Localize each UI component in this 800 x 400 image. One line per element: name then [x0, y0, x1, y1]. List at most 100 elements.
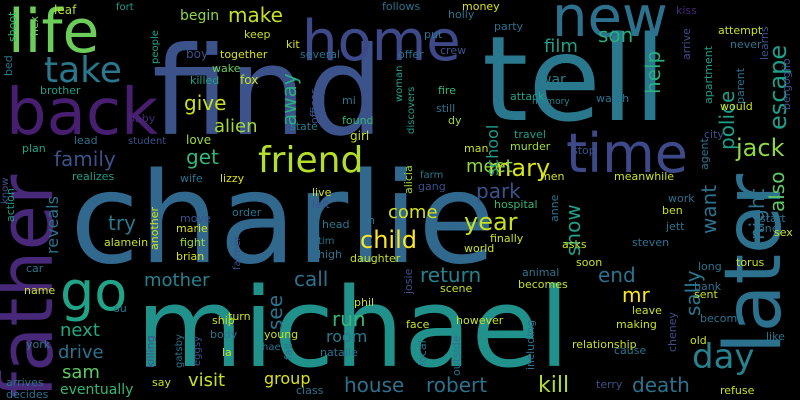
word-jett: jett	[665, 220, 685, 233]
word-family: family	[54, 147, 116, 171]
word-still: still	[436, 102, 455, 115]
word-meanwhile: meanwhile	[614, 170, 674, 183]
word-away: away	[277, 73, 301, 126]
word-love: love	[186, 133, 211, 147]
word-work: work	[668, 192, 695, 205]
word-fall: fall	[282, 343, 295, 360]
word-farm: farm	[420, 170, 443, 181]
word-man: man	[464, 142, 488, 155]
word-robert: robert	[426, 373, 487, 397]
word-drive: drive	[58, 342, 104, 363]
word-killing: killing	[144, 335, 157, 368]
word-learns: learns	[758, 26, 771, 60]
word-park: park	[476, 179, 521, 203]
word-animal: animal	[522, 266, 559, 279]
word-memory: memory	[532, 97, 570, 107]
word-bergoglio: bergoglio	[780, 58, 793, 110]
word-stop: stop	[572, 144, 596, 157]
word-decides: decides	[6, 388, 49, 400]
word-boy: boy	[186, 47, 208, 61]
word-class: class	[296, 384, 324, 397]
word-plan: plan	[22, 142, 46, 155]
word-girl: girl	[350, 129, 369, 143]
word-head: head	[322, 218, 349, 231]
word-film: film	[544, 36, 578, 57]
word-day: day	[692, 337, 755, 377]
word-city: city	[704, 128, 724, 141]
word-student: student	[128, 136, 166, 147]
word-find: find	[152, 21, 384, 163]
word-alicia: alicia	[402, 165, 415, 194]
word-killed: killed	[190, 74, 219, 87]
word-gatsby: gatsby	[174, 334, 185, 368]
word-visit: visit	[188, 370, 225, 391]
word-josie: josie	[402, 268, 415, 295]
word-give: give	[184, 91, 226, 115]
word-natalie: natalie	[320, 346, 358, 359]
word-escape: escape	[764, 45, 792, 130]
word-body: body	[210, 328, 238, 341]
word-party: party	[494, 20, 524, 33]
word-alien: alien	[214, 116, 258, 137]
word-lead: lead	[74, 134, 98, 147]
word-gang: gang	[418, 180, 446, 193]
word-relationship: relationship	[572, 338, 637, 351]
word-su: su	[114, 302, 127, 315]
word-call: call	[294, 267, 328, 291]
word-asks: asks	[562, 238, 587, 251]
word-parent: parent	[734, 67, 747, 104]
word-take: take	[44, 50, 122, 91]
word-travel: travel	[514, 128, 546, 141]
word-never: never	[730, 38, 762, 51]
word-however: however	[456, 314, 504, 327]
word-soon: soon	[576, 256, 602, 269]
word-found: found	[342, 114, 374, 127]
word-attempt: attempt	[718, 24, 763, 37]
word-world: world	[464, 242, 494, 255]
word-bank: bank	[694, 280, 722, 293]
word-friend: friend	[258, 140, 363, 181]
word-murder: murder	[510, 140, 551, 153]
word-want: want	[697, 185, 721, 234]
word-mi: mi	[342, 94, 356, 107]
word-come: come	[388, 202, 438, 223]
word-put: put	[424, 28, 443, 41]
word-action: action	[4, 188, 17, 222]
word-get: get	[186, 145, 219, 169]
word-help: help	[641, 51, 665, 94]
word-daughter: daughter	[350, 252, 401, 265]
word-terry: terry	[596, 378, 623, 391]
word-several: several	[300, 48, 340, 61]
word-state: state	[290, 120, 318, 133]
word-reveals: reveals	[43, 196, 62, 254]
word-police: police	[715, 91, 739, 150]
word-new: new	[552, 0, 668, 50]
word-cheney: cheney	[666, 311, 679, 352]
word-show: show	[561, 204, 585, 256]
word-arrives: arrives	[6, 376, 44, 389]
word-including: including	[524, 320, 537, 370]
word-la: la	[222, 346, 232, 359]
word-men: men	[540, 170, 564, 183]
word-return: return	[420, 263, 481, 287]
word-realizes: realizes	[72, 170, 114, 183]
word-farmer: farmer	[232, 236, 243, 270]
word-lizzy: lizzy	[220, 172, 245, 185]
word-live: live	[312, 186, 332, 199]
word-see: see	[263, 295, 287, 330]
word-old: old	[690, 334, 707, 347]
word-local: local	[416, 340, 429, 366]
word-money: money	[462, 0, 500, 13]
word-kiss: kiss	[676, 4, 697, 17]
word-say: say	[152, 376, 171, 389]
word-father: father	[0, 174, 70, 398]
word-move: move	[180, 212, 211, 225]
word-school: school	[483, 125, 502, 176]
word-time: time	[566, 122, 688, 185]
word-outside: outside	[450, 335, 463, 376]
word-cause: cause	[614, 344, 646, 357]
word-ben: ben	[662, 204, 683, 217]
word-holly: holly	[448, 8, 475, 21]
word-go: go	[60, 260, 127, 323]
